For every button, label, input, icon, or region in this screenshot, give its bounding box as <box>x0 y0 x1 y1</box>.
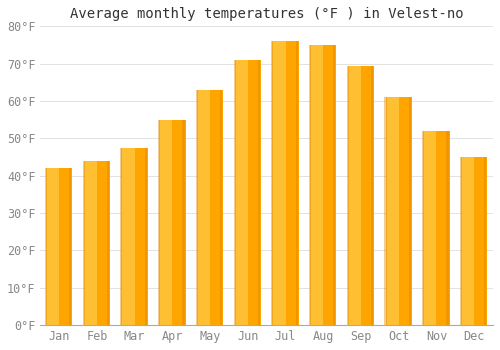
Bar <box>422 131 424 325</box>
Bar <box>82 161 85 325</box>
Bar <box>386 97 412 325</box>
Bar <box>461 157 487 325</box>
Bar <box>159 120 172 325</box>
Bar <box>484 157 486 325</box>
Title: Average monthly temperatures (°F ) in Velest­no: Average monthly temperatures (°F ) in Ve… <box>70 7 464 21</box>
Bar <box>182 120 184 325</box>
Bar <box>234 60 261 325</box>
Bar <box>234 60 248 325</box>
Bar <box>424 131 450 325</box>
Bar <box>386 97 398 325</box>
Bar <box>234 60 235 325</box>
Bar <box>310 45 336 325</box>
Bar <box>84 161 110 325</box>
Bar <box>310 45 324 325</box>
Bar <box>348 65 374 325</box>
Bar <box>272 41 285 325</box>
Bar <box>122 148 148 325</box>
Bar <box>46 168 59 325</box>
Bar <box>461 157 474 325</box>
Bar <box>296 41 298 325</box>
Bar <box>159 120 186 325</box>
Bar <box>258 60 260 325</box>
Bar <box>446 131 448 325</box>
Bar <box>272 41 274 325</box>
Bar <box>197 90 224 325</box>
Bar <box>46 168 72 325</box>
Bar <box>144 148 147 325</box>
Bar <box>220 90 222 325</box>
Bar <box>272 41 299 325</box>
Bar <box>84 161 97 325</box>
Bar <box>122 148 134 325</box>
Bar <box>424 131 436 325</box>
Bar <box>107 161 109 325</box>
Bar <box>309 45 311 325</box>
Bar <box>45 168 47 325</box>
Bar <box>334 45 336 325</box>
Bar <box>120 148 122 325</box>
Bar <box>348 65 361 325</box>
Bar <box>196 90 198 325</box>
Bar <box>158 120 160 325</box>
Bar <box>346 65 349 325</box>
Bar <box>371 65 373 325</box>
Bar <box>197 90 210 325</box>
Bar <box>69 168 71 325</box>
Bar <box>384 97 386 325</box>
Bar <box>460 157 462 325</box>
Bar <box>409 97 411 325</box>
